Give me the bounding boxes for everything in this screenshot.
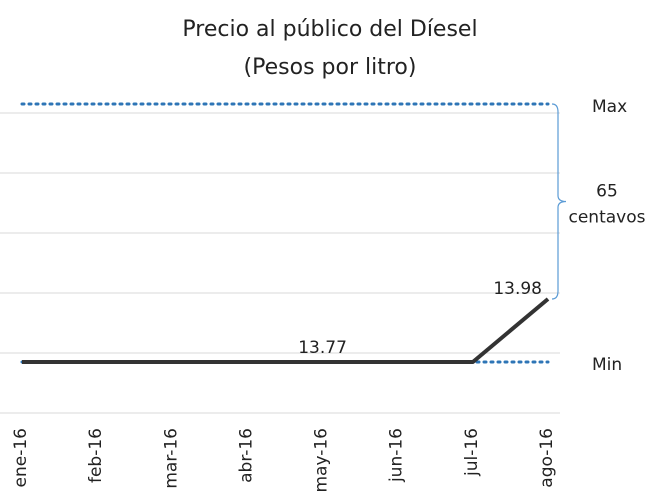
x-tick-label: mar-16 <box>161 428 181 489</box>
x-tick-label: ene-16 <box>11 428 31 487</box>
x-tick-label: may-16 <box>312 428 332 493</box>
data-label: 13.98 <box>493 279 542 299</box>
chart-subtitle: (Pesos por litro) <box>244 55 417 80</box>
x-tick-label: jun-16 <box>387 428 407 483</box>
x-tick-label: jul-16 <box>462 428 482 477</box>
x-tick-label: feb-16 <box>86 428 106 483</box>
annotation: 65 <box>596 182 618 202</box>
line-series <box>22 297 550 364</box>
x-tick-label: ago-16 <box>537 428 557 488</box>
annotation: centavos <box>569 208 646 228</box>
data-label: 13.77 <box>298 338 347 358</box>
reference-label: Min <box>592 355 622 375</box>
reference-label: Max <box>592 97 627 117</box>
x-tick-label: abr-16 <box>236 428 256 483</box>
chart-title: Precio al público del Díesel <box>182 17 477 42</box>
bracket <box>551 103 567 300</box>
